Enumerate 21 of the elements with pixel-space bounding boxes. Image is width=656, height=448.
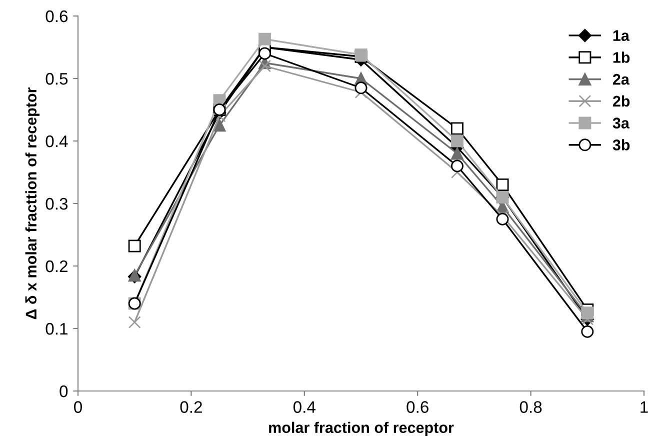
legend-label: 3b <box>612 139 630 150</box>
y-tick-label: 0.2 <box>46 260 68 272</box>
x-tick-label: 0.6 <box>406 401 428 413</box>
y-tick-label: 0.1 <box>46 322 68 335</box>
x-axis-title: molar fraction of receptor <box>269 422 454 436</box>
legend-label: 1a <box>613 30 630 41</box>
y-axis-title: Δ δ x molar fracttion of receptor <box>25 87 40 320</box>
y-tick-label: 0.4 <box>46 135 68 148</box>
y-tick-label: 0.3 <box>46 198 68 210</box>
x-tick-label: 0.8 <box>520 401 542 413</box>
x-tick-label: 0.4 <box>293 401 316 413</box>
legend-label: 2a <box>612 74 630 85</box>
x-tick-label: 0 <box>74 401 82 413</box>
x-tick-label: 0.2 <box>180 401 202 413</box>
y-tick-label: 0 <box>60 385 68 398</box>
y-tick-label: 0.5 <box>46 72 68 85</box>
legend-label: 1b <box>613 52 630 63</box>
x-tick-label: 1 <box>640 401 648 413</box>
legend-label: 2b <box>612 95 630 107</box>
legend-label: 3a <box>612 118 630 129</box>
y-tick-label: 0.6 <box>46 10 68 22</box>
